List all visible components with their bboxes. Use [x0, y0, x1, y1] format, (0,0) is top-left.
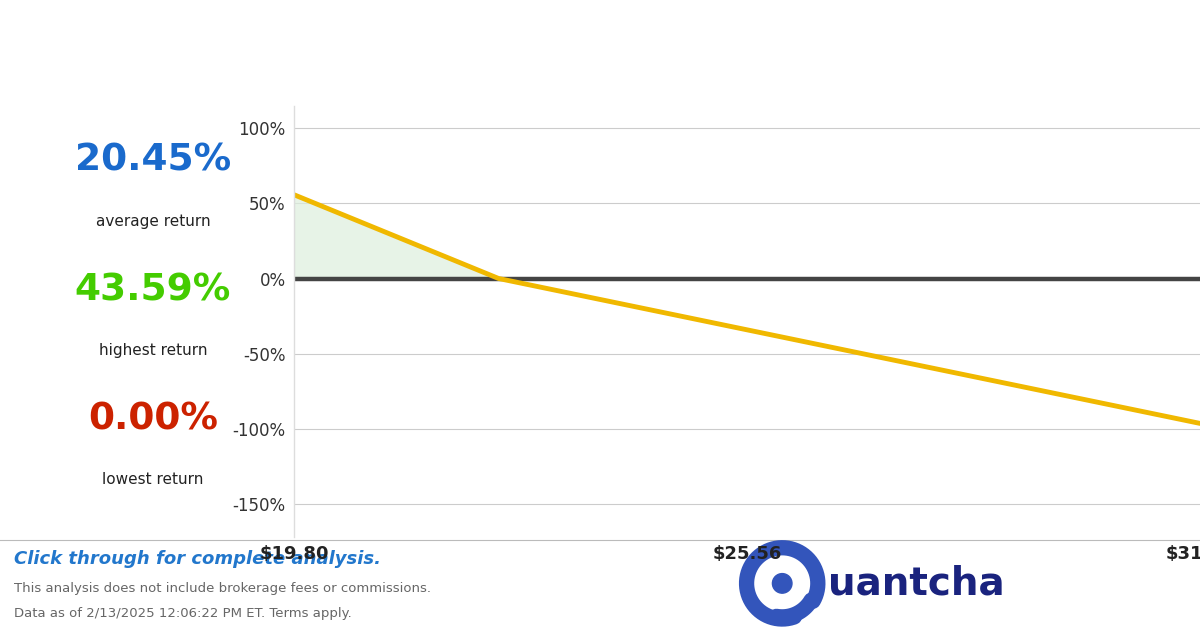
Text: Bear Call Spread analysis for $20.92-$23.98 model on 21-Feb-2025: Bear Call Spread analysis for $20.92-$23…	[14, 71, 641, 94]
Text: uantcha: uantcha	[828, 564, 1004, 602]
Text: 0.00%: 0.00%	[88, 401, 218, 438]
Circle shape	[773, 573, 792, 593]
Text: Click through for complete analysis.: Click through for complete analysis.	[14, 550, 382, 568]
Text: lowest return: lowest return	[102, 472, 204, 488]
Text: NUSCALE POWER CORPORATION (SMR): NUSCALE POWER CORPORATION (SMR)	[14, 11, 929, 53]
Text: Data as of 2/13/2025 12:06:22 PM ET. Terms apply.: Data as of 2/13/2025 12:06:22 PM ET. Ter…	[14, 607, 352, 620]
Text: 43.59%: 43.59%	[74, 272, 232, 308]
Text: 20.45%: 20.45%	[74, 143, 232, 179]
Text: average return: average return	[96, 214, 210, 229]
Circle shape	[761, 562, 804, 605]
Text: highest return: highest return	[98, 343, 208, 358]
Text: This analysis does not include brokerage fees or commissions.: This analysis does not include brokerage…	[14, 583, 432, 595]
